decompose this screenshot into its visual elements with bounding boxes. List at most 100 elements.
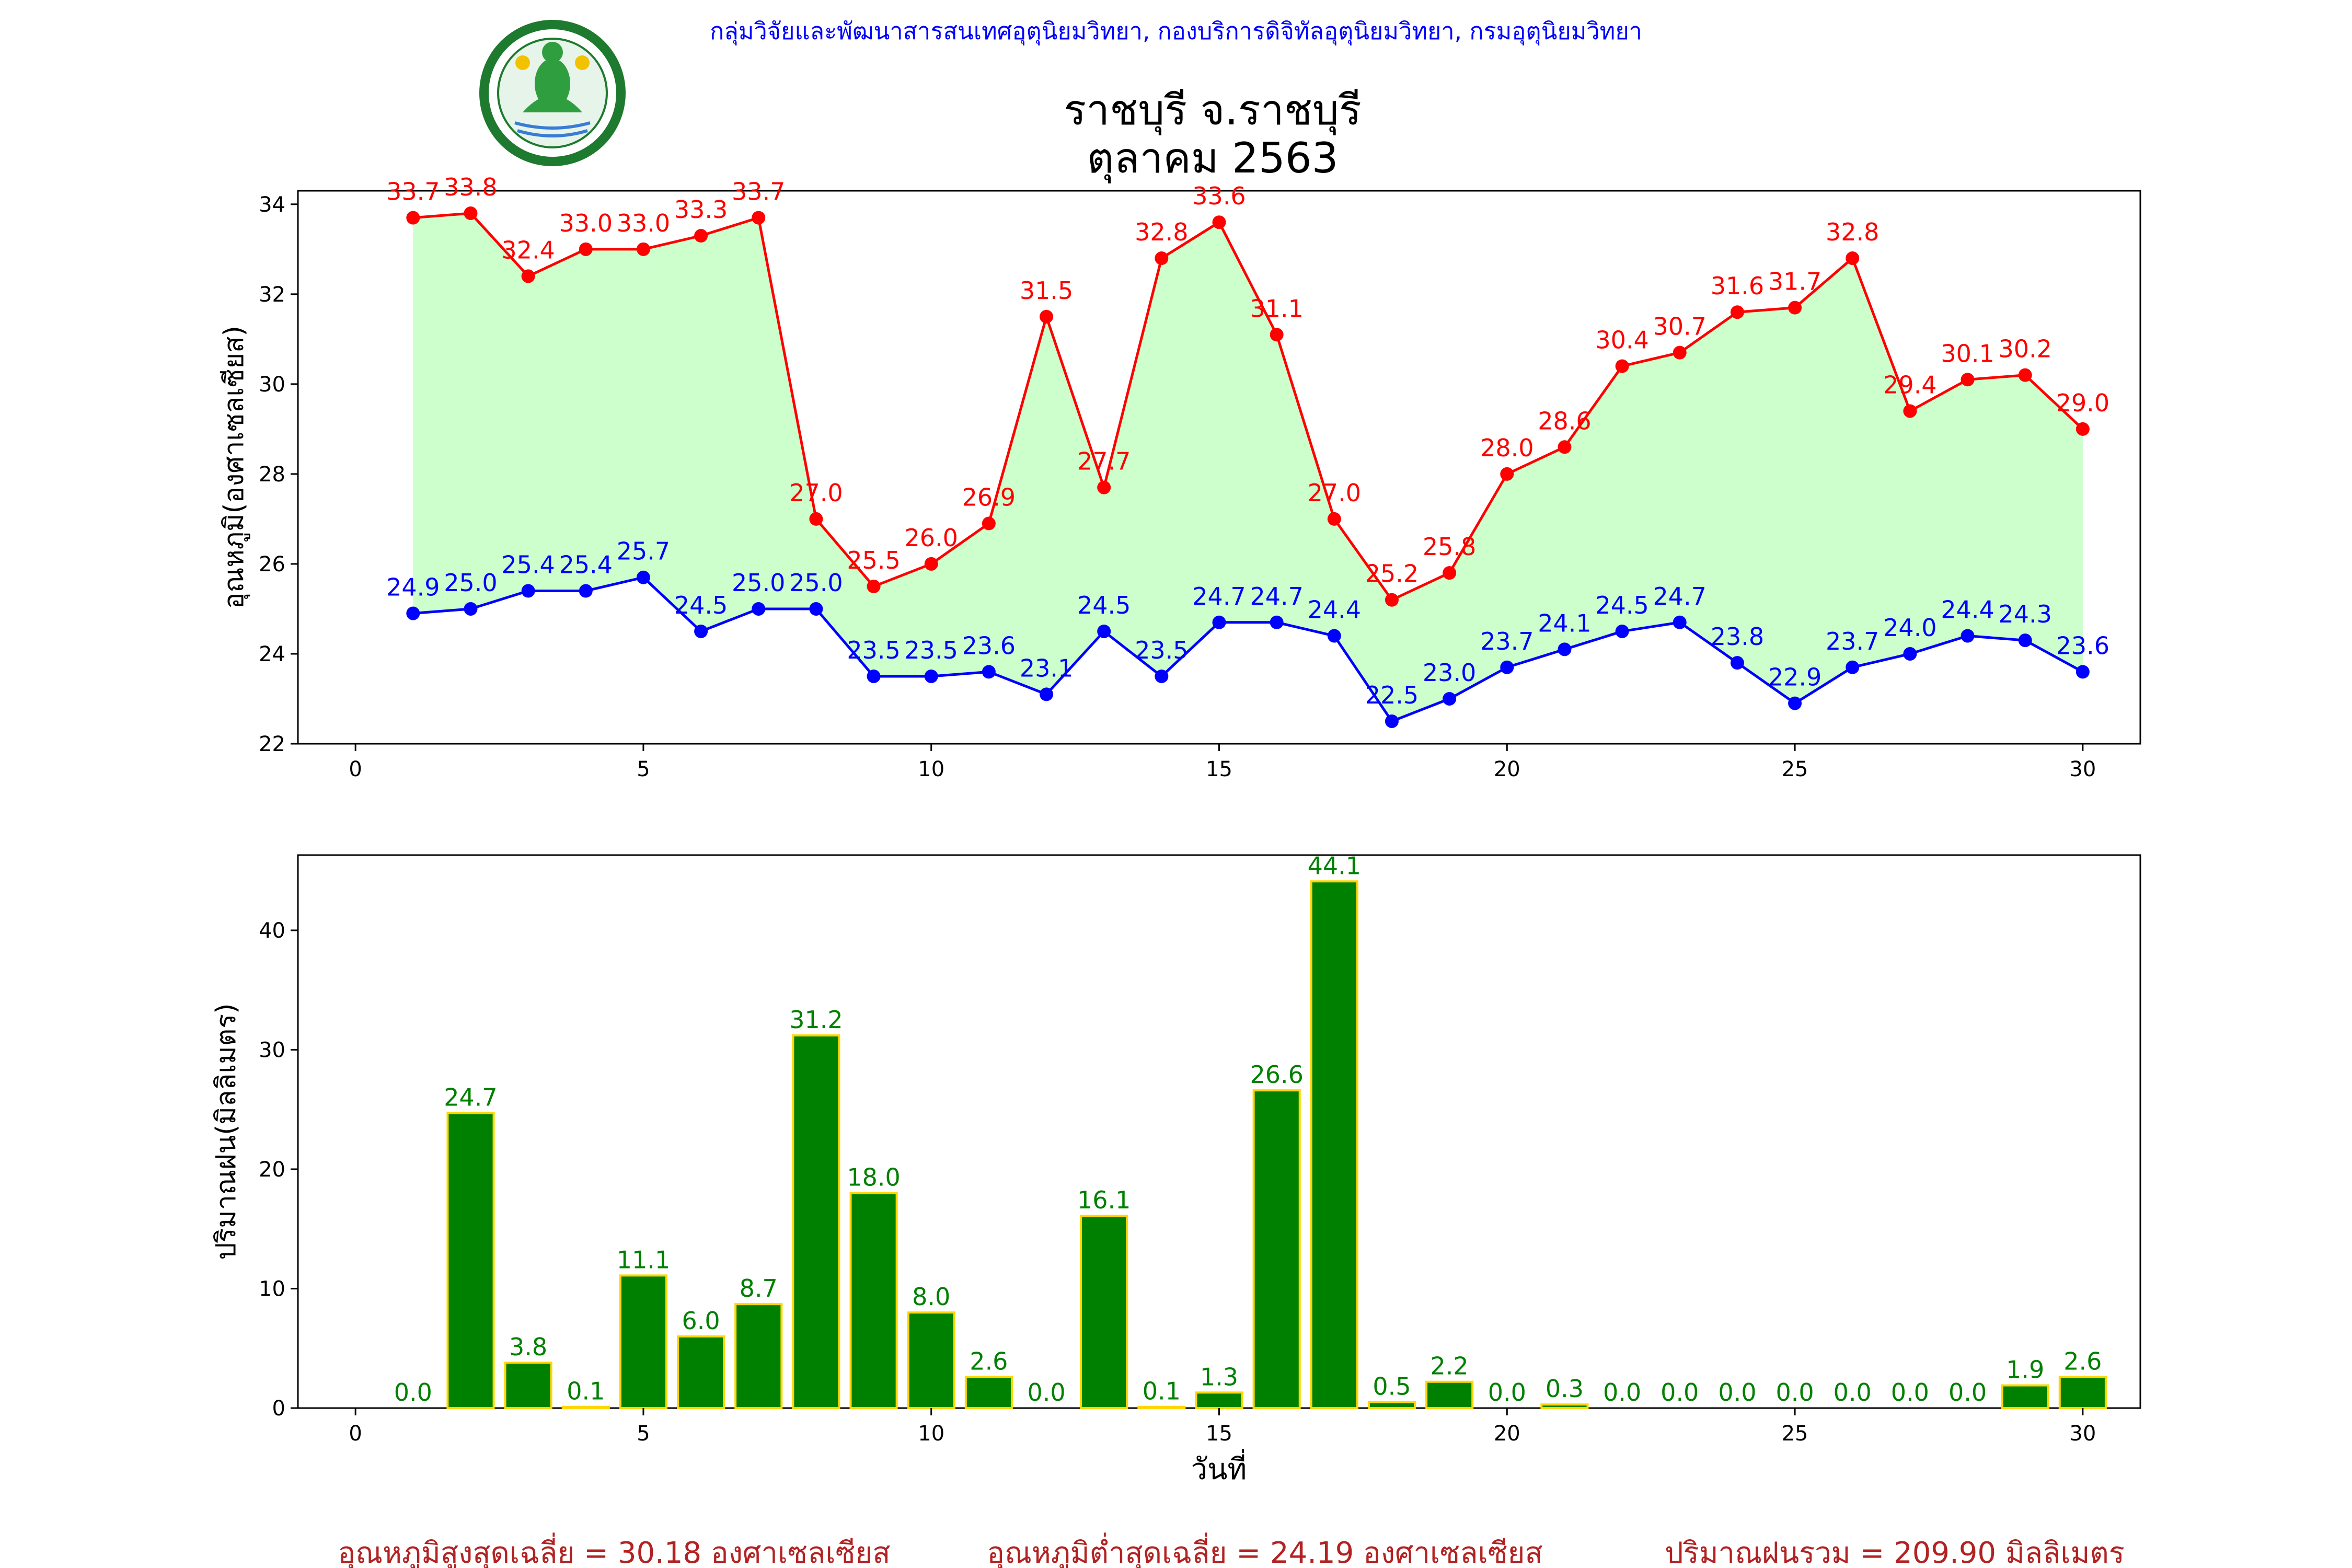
x-tick-label: 25 [1782, 757, 1808, 781]
max-temperature-label: 30.7 [1653, 313, 1707, 341]
rainfall-bar [849, 1192, 898, 1410]
rainfall-bar [2058, 1376, 2107, 1409]
max-temperature-point [1558, 440, 1572, 454]
min-temperature-label: 24.5 [1595, 591, 1648, 619]
max-temperature-label: 30.4 [1595, 326, 1648, 354]
max-temperature-point [579, 242, 593, 256]
min-temperature-point [2076, 665, 2090, 679]
temperature-x-axis: 0 5 10 15 20 25 30 [349, 744, 2096, 781]
max-temperature-label: 25.8 [1423, 533, 1476, 561]
max-temperature-point [636, 242, 650, 256]
min-temperature-point [1846, 660, 1860, 674]
min-temperature-label: 24.4 [1941, 596, 1994, 624]
rainfall-label: 0.3 [1546, 1375, 1584, 1403]
rainfall-bar [734, 1303, 783, 1409]
x-tick-label: 15 [1206, 757, 1232, 781]
y-tick-label: 10 [259, 1277, 285, 1301]
min-temperature-point [1788, 696, 1802, 710]
max-temperature-point [1673, 345, 1687, 360]
temperature-y-axis-label: อุณหภูมิ(องศาเซลเซียส) [218, 326, 250, 609]
max-temperature-label: 33.0 [559, 209, 613, 237]
min-temperature-point [2018, 633, 2032, 648]
max-temperature-point [924, 557, 938, 571]
min-temperature-point [636, 570, 650, 584]
max-temperature-label: 33.7 [732, 178, 785, 206]
rainfall-label: 0.0 [1027, 1378, 1065, 1406]
rainfall-label: 0.0 [1834, 1378, 1872, 1406]
rainfall-label: 0.0 [1775, 1378, 1814, 1406]
y-tick-label: 34 [259, 193, 285, 217]
max-temperature-point [521, 269, 535, 283]
min-temperature-point [464, 602, 478, 616]
temperature-y-axis: 22 24 26 28 30 32 34 [259, 193, 298, 756]
rainfall-label: 18.0 [847, 1163, 900, 1192]
min-temperature-point [1212, 615, 1226, 629]
summary-total-rain: ปริมาณฝนรวม = 209.90 มิลลิเมตร [1665, 1536, 2125, 1568]
max-temperature-label: 26.0 [905, 524, 958, 552]
max-temperature-point [1500, 467, 1514, 481]
max-temperature-point [1615, 359, 1629, 373]
rainfall-bar [964, 1376, 1013, 1409]
max-temperature-label: 28.0 [1480, 434, 1534, 462]
min-temperature-label: 23.5 [847, 636, 900, 664]
max-temperature-point [1443, 566, 1457, 580]
summary-avg-max: อุณหภูมิสูงสุดเฉลี่ย = 30.18 องศาเซลเซีย… [338, 1532, 890, 1568]
rainfall-label: 31.2 [789, 1006, 843, 1034]
summary-avg-min: อุณหภูมิต่ำสุดเฉลี่ย = 24.19 องศาเซลเซีย… [987, 1532, 1542, 1568]
rainfall-label: 8.7 [740, 1274, 778, 1302]
rainfall-bar [1425, 1380, 1474, 1409]
min-temperature-label: 24.4 [1308, 596, 1361, 624]
min-temperature-point [1961, 629, 1975, 643]
rainfall-label: 1.9 [2006, 1356, 2044, 1384]
max-temperature-label: 29.0 [2056, 389, 2109, 417]
min-temperature-label: 24.7 [1250, 582, 1303, 610]
y-tick-label: 0 [272, 1397, 285, 1421]
min-temperature-label: 23.0 [1423, 659, 1476, 687]
max-temperature-label: 31.7 [1768, 268, 1821, 296]
max-temperature-point [1212, 215, 1226, 229]
y-tick-label: 22 [259, 732, 285, 756]
y-tick-label: 30 [259, 1038, 285, 1062]
min-temperature-label: 23.7 [1480, 627, 1534, 655]
chart-title-station: ราชบุรี จ.ราชบุรี [1064, 86, 1362, 135]
max-temperature-label: 30.1 [1941, 339, 1994, 367]
max-temperature-point [2076, 422, 2090, 436]
rainfall-x-axis: 0 5 10 15 20 25 30 [349, 1408, 2096, 1446]
max-temperature-point [1327, 512, 1341, 526]
max-temperature-label: 31.6 [1711, 272, 1764, 300]
min-temperature-point [1155, 669, 1169, 683]
min-temperature-point [1040, 687, 1054, 701]
min-temperature-point [982, 665, 996, 679]
max-temperature-label: 33.6 [1192, 182, 1246, 210]
max-temperature-point [982, 516, 996, 531]
min-temperature-point [521, 584, 535, 598]
max-temperature-label: 26.9 [962, 483, 1016, 512]
rainfall-bar [792, 1034, 840, 1409]
max-temperature-point [1903, 404, 1917, 418]
min-temperature-label: 23.6 [2056, 631, 2109, 660]
min-temperature-label: 25.0 [444, 569, 497, 597]
rainfall-label: 24.7 [444, 1083, 497, 1112]
max-temperature-point [1097, 480, 1111, 494]
y-tick-label: 28 [259, 463, 285, 487]
rainfall-label: 1.3 [1200, 1363, 1238, 1391]
max-temperature-point [752, 211, 766, 225]
min-temperature-label: 24.3 [1998, 600, 2051, 628]
min-temperature-point [406, 606, 420, 620]
min-temperature-point [694, 624, 708, 638]
min-temperature-label: 23.6 [962, 631, 1016, 660]
max-temperature-labels: 33.7 33.832.433.0 33.0 33.333.727.025.526.0… [386, 173, 2109, 588]
rainfall-bar [504, 1362, 552, 1409]
min-temperature-label: 24.1 [1538, 609, 1591, 637]
min-temperature-point [1500, 660, 1514, 674]
y-tick-label: 26 [259, 552, 285, 577]
max-temperature-point [1730, 305, 1744, 319]
max-temperature-point [1788, 301, 1802, 315]
rainfall-label: 3.8 [509, 1333, 547, 1361]
max-temperature-point [1961, 373, 1975, 387]
x-tick-label: 10 [918, 757, 944, 781]
rainfall-bar [561, 1405, 610, 1409]
max-temperature-label: 33.0 [617, 209, 670, 237]
max-temperature-label: 33.8 [444, 173, 497, 201]
